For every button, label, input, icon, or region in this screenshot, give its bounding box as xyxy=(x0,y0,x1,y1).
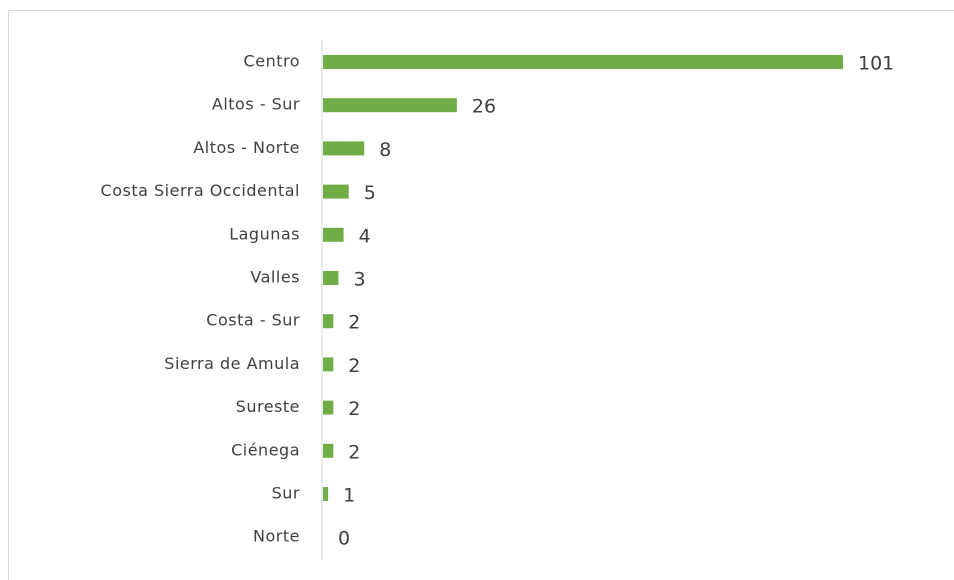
value-label: 2 xyxy=(348,355,360,377)
category-label: Sierra de Amula xyxy=(164,354,300,373)
bar xyxy=(323,443,334,458)
chart-border xyxy=(8,10,954,580)
bar xyxy=(323,357,334,372)
bar xyxy=(323,184,349,199)
bar xyxy=(323,141,365,156)
category-label: Norte xyxy=(253,527,300,546)
value-label: 3 xyxy=(353,269,365,291)
value-label: 101 xyxy=(858,53,894,75)
value-label: 2 xyxy=(348,312,360,334)
value-label: 8 xyxy=(379,139,391,161)
bar xyxy=(323,98,457,113)
category-label: Costa - Sur xyxy=(206,311,300,330)
value-label: 0 xyxy=(338,528,350,550)
category-label: Sureste xyxy=(236,397,300,416)
bar xyxy=(323,55,843,69)
category-label: Sur xyxy=(272,484,300,503)
bar xyxy=(323,271,339,285)
value-label: 26 xyxy=(472,96,496,118)
value-label: 4 xyxy=(359,225,371,247)
category-label: Altos - Norte xyxy=(193,138,300,157)
bar xyxy=(323,400,334,415)
category-label: Lagunas xyxy=(229,224,300,243)
value-label: 2 xyxy=(348,398,360,420)
bar xyxy=(323,487,329,501)
category-label: Altos - Sur xyxy=(212,95,300,114)
category-label: Ciénega xyxy=(231,440,300,459)
category-label: Centro xyxy=(244,52,300,71)
category-label: Valles xyxy=(250,268,300,287)
category-label: Costa Sierra Occidental xyxy=(101,181,300,200)
bar xyxy=(323,227,344,242)
value-label: 5 xyxy=(364,182,376,204)
bar xyxy=(323,314,334,329)
value-label: 1 xyxy=(343,485,355,507)
value-label: 2 xyxy=(348,441,360,463)
